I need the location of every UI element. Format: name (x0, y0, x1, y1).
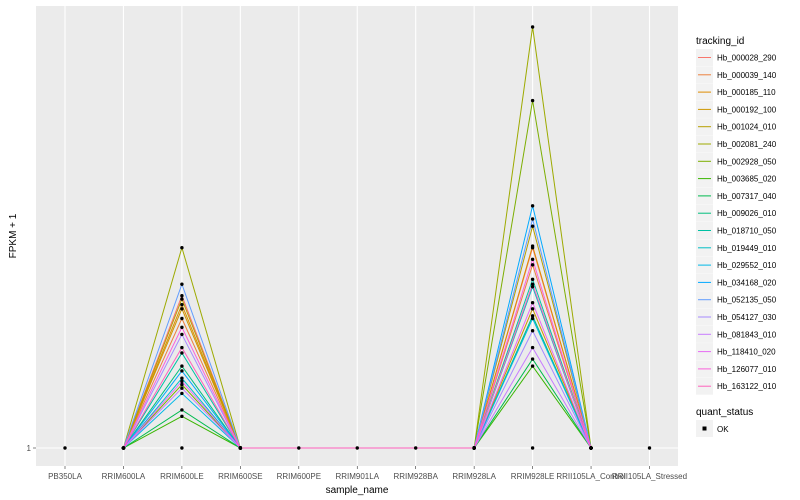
data-point (180, 369, 184, 373)
data-point (530, 446, 535, 450)
data-point (180, 332, 184, 337)
legend-label: Hb_019449_010 (717, 244, 777, 253)
legend-label: Hb_001024_010 (717, 123, 777, 132)
data-point (530, 204, 535, 208)
legend-label: Hb_018710_050 (717, 227, 777, 236)
x-tick-label: RRIM600SE (218, 472, 262, 481)
x-tick-label: RRIM600LA (102, 472, 146, 481)
x-tick-label: RRIM600LE (160, 472, 204, 481)
legend2-point-icon (702, 426, 707, 431)
x-tick-label: PB350LA (48, 472, 82, 481)
data-point (530, 224, 535, 228)
legend-label: Hb_126077_010 (717, 365, 777, 374)
data-point (530, 329, 535, 333)
data-point (530, 301, 535, 305)
legend2-label: OK (717, 425, 729, 434)
legend-label: Hb_002928_050 (717, 157, 777, 166)
data-points (63, 25, 652, 450)
data-point (530, 285, 535, 289)
data-point (530, 98, 535, 103)
data-point (530, 25, 535, 29)
data-point (180, 351, 184, 355)
data-point (530, 345, 535, 350)
legend-label: Hb_007317_040 (717, 192, 777, 201)
legend-label: Hb_034168_020 (717, 278, 777, 287)
legend-label: Hb_118410_020 (717, 348, 776, 357)
data-point (530, 263, 535, 267)
data-point (180, 297, 184, 301)
y-axis-title: FPKM + 1 (8, 213, 19, 258)
legend-label: Hb_000192_100 (717, 105, 777, 114)
data-point (414, 446, 418, 450)
x-tick-label: RRII105LA_Stressed (612, 472, 687, 481)
legend-label: Hb_000185_110 (717, 88, 776, 97)
x-axis-ticks (64, 466, 650, 469)
data-point (63, 446, 67, 450)
data-point (180, 386, 184, 390)
data-point (180, 293, 184, 298)
data-point (180, 345, 184, 350)
data-point (180, 391, 184, 396)
y-axis-tick-label: 1 (27, 444, 32, 453)
legend-label: Hb_081843_010 (717, 330, 777, 339)
legend-tracking-id: Hb_000028_290 Hb_000039_140 Hb_000185_110 H… (696, 49, 777, 395)
data-point (589, 446, 593, 450)
x-tick-label: RRIM600PE (277, 472, 321, 481)
legend-label: Hb_054127_030 (717, 313, 777, 322)
data-point (180, 414, 184, 419)
legend-label: Hb_000039_140 (717, 71, 777, 80)
legend-label: Hb_003685_020 (717, 175, 777, 184)
x-tick-label: RRIM901LA (335, 472, 379, 481)
x-tick-label: RRIM928BA (393, 472, 438, 481)
data-point (180, 325, 184, 330)
data-point (180, 307, 184, 311)
x-axis-tick-labels: PB350LA RRIM600LA RRIM600LE RRIM600SE RRIM60… (48, 472, 687, 481)
data-point (530, 217, 535, 221)
legend-label: Hb_009026_010 (717, 209, 777, 218)
data-point (180, 302, 184, 307)
x-tick-label: RRII105LA_Control (556, 472, 626, 481)
vertical-grid-lines (64, 6, 651, 466)
data-point (121, 446, 126, 450)
legend2-title: quant_status (696, 407, 753, 418)
data-point (180, 316, 184, 321)
data-point (530, 282, 535, 286)
data-point (530, 307, 535, 311)
data-point (530, 314, 535, 318)
data-point (530, 257, 535, 262)
legend-label: Hb_000028_290 (717, 54, 777, 63)
data-point (355, 446, 359, 450)
data-point (180, 364, 184, 368)
data-point (180, 382, 184, 387)
legend-title: tracking_id (696, 36, 744, 47)
data-point (530, 364, 535, 368)
data-point (472, 446, 476, 450)
data-point (647, 446, 652, 450)
data-point (180, 246, 184, 250)
legend-label: Hb_163122_010 (717, 382, 777, 391)
data-point (530, 244, 535, 248)
data-point (238, 446, 243, 450)
x-axis-title: sample_name (326, 485, 389, 496)
legend-label: Hb_052135_050 (717, 296, 777, 305)
data-point (180, 379, 184, 384)
data-point (530, 277, 535, 282)
data-point (530, 316, 535, 321)
data-point (180, 408, 184, 412)
x-tick-label: RRIM928LA (452, 472, 496, 481)
data-point (180, 376, 184, 380)
data-point (530, 357, 535, 361)
data-point (180, 446, 184, 450)
legend-label: Hb_002081_240 (717, 140, 777, 149)
data-point (297, 446, 301, 450)
data-point (180, 282, 184, 286)
x-tick-label: RRIM928LE (511, 472, 555, 481)
legend-label: Hb_029552_010 (717, 261, 777, 270)
